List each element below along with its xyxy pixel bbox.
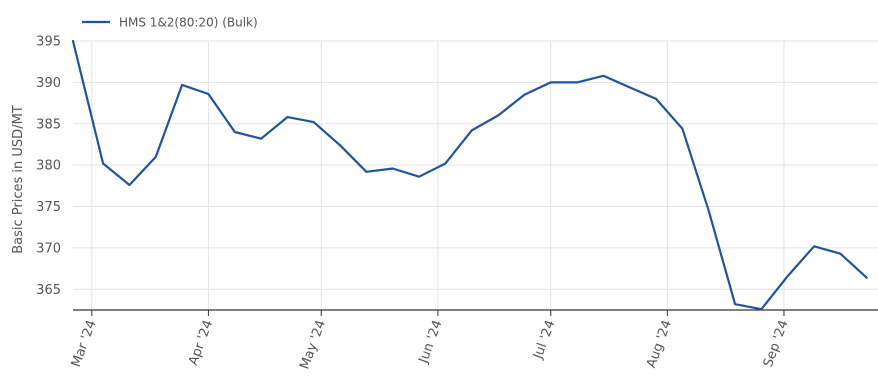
x-tick-label: Sep '24 (761, 318, 792, 369)
y-tick-label: 380 (36, 159, 61, 174)
x-tick-label: Mar '24 (69, 318, 100, 369)
series-line (71, 39, 868, 311)
x-tick-label: Jul '24 (530, 318, 558, 362)
y-tick-label: 385 (36, 117, 61, 132)
legend-label: HMS 1&2(80:20) (Bulk) (119, 16, 258, 30)
legend: HMS 1&2(80:20) (Bulk) (82, 16, 258, 30)
y-tick-label: 370 (36, 241, 61, 256)
grid-lines (73, 40, 878, 310)
y-tick-label: 390 (36, 76, 61, 91)
y-tick-label: 375 (36, 200, 61, 215)
x-tick-label: Apr '24 (186, 318, 216, 367)
x-tick-label: Jun '24 (416, 318, 446, 366)
x-tick-label: Aug '24 (644, 318, 675, 370)
axes: 365 370 375 380 385 390 395 Mar '24 Apr '24 May '… (36, 35, 878, 371)
x-tick-label: May '24 (297, 318, 329, 371)
y-axis-title: Basic Prices in USD/MT (11, 105, 26, 254)
y-tick-label: 395 (36, 35, 61, 50)
y-tick-label: 365 (36, 283, 61, 298)
series-lines (71, 39, 868, 311)
